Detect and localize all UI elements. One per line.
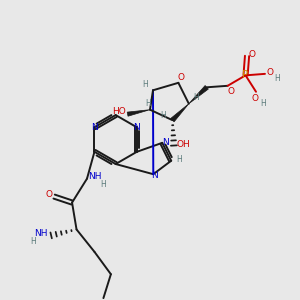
Polygon shape xyxy=(171,104,189,122)
Polygon shape xyxy=(127,110,150,116)
Text: OH: OH xyxy=(177,140,190,148)
Text: NH: NH xyxy=(34,229,47,238)
Text: O: O xyxy=(177,73,184,82)
Text: H: H xyxy=(177,155,182,164)
Text: N: N xyxy=(162,138,169,147)
Text: N: N xyxy=(91,123,98,132)
Polygon shape xyxy=(189,85,208,104)
Text: H: H xyxy=(100,179,106,188)
Text: N: N xyxy=(152,171,158,180)
Text: P: P xyxy=(242,70,249,80)
Text: O: O xyxy=(249,50,256,59)
Text: H: H xyxy=(194,93,199,102)
Text: H: H xyxy=(30,237,35,246)
Text: HO: HO xyxy=(112,107,126,116)
Text: H: H xyxy=(142,80,148,89)
Text: O: O xyxy=(45,190,52,199)
Text: O: O xyxy=(251,94,258,103)
Text: NH: NH xyxy=(88,172,102,181)
Text: O: O xyxy=(228,87,235,96)
Text: H: H xyxy=(146,99,152,108)
Text: H: H xyxy=(160,111,166,120)
Text: O: O xyxy=(267,68,274,77)
Text: N: N xyxy=(134,123,140,132)
Text: H: H xyxy=(274,74,280,83)
Text: H: H xyxy=(261,99,266,108)
